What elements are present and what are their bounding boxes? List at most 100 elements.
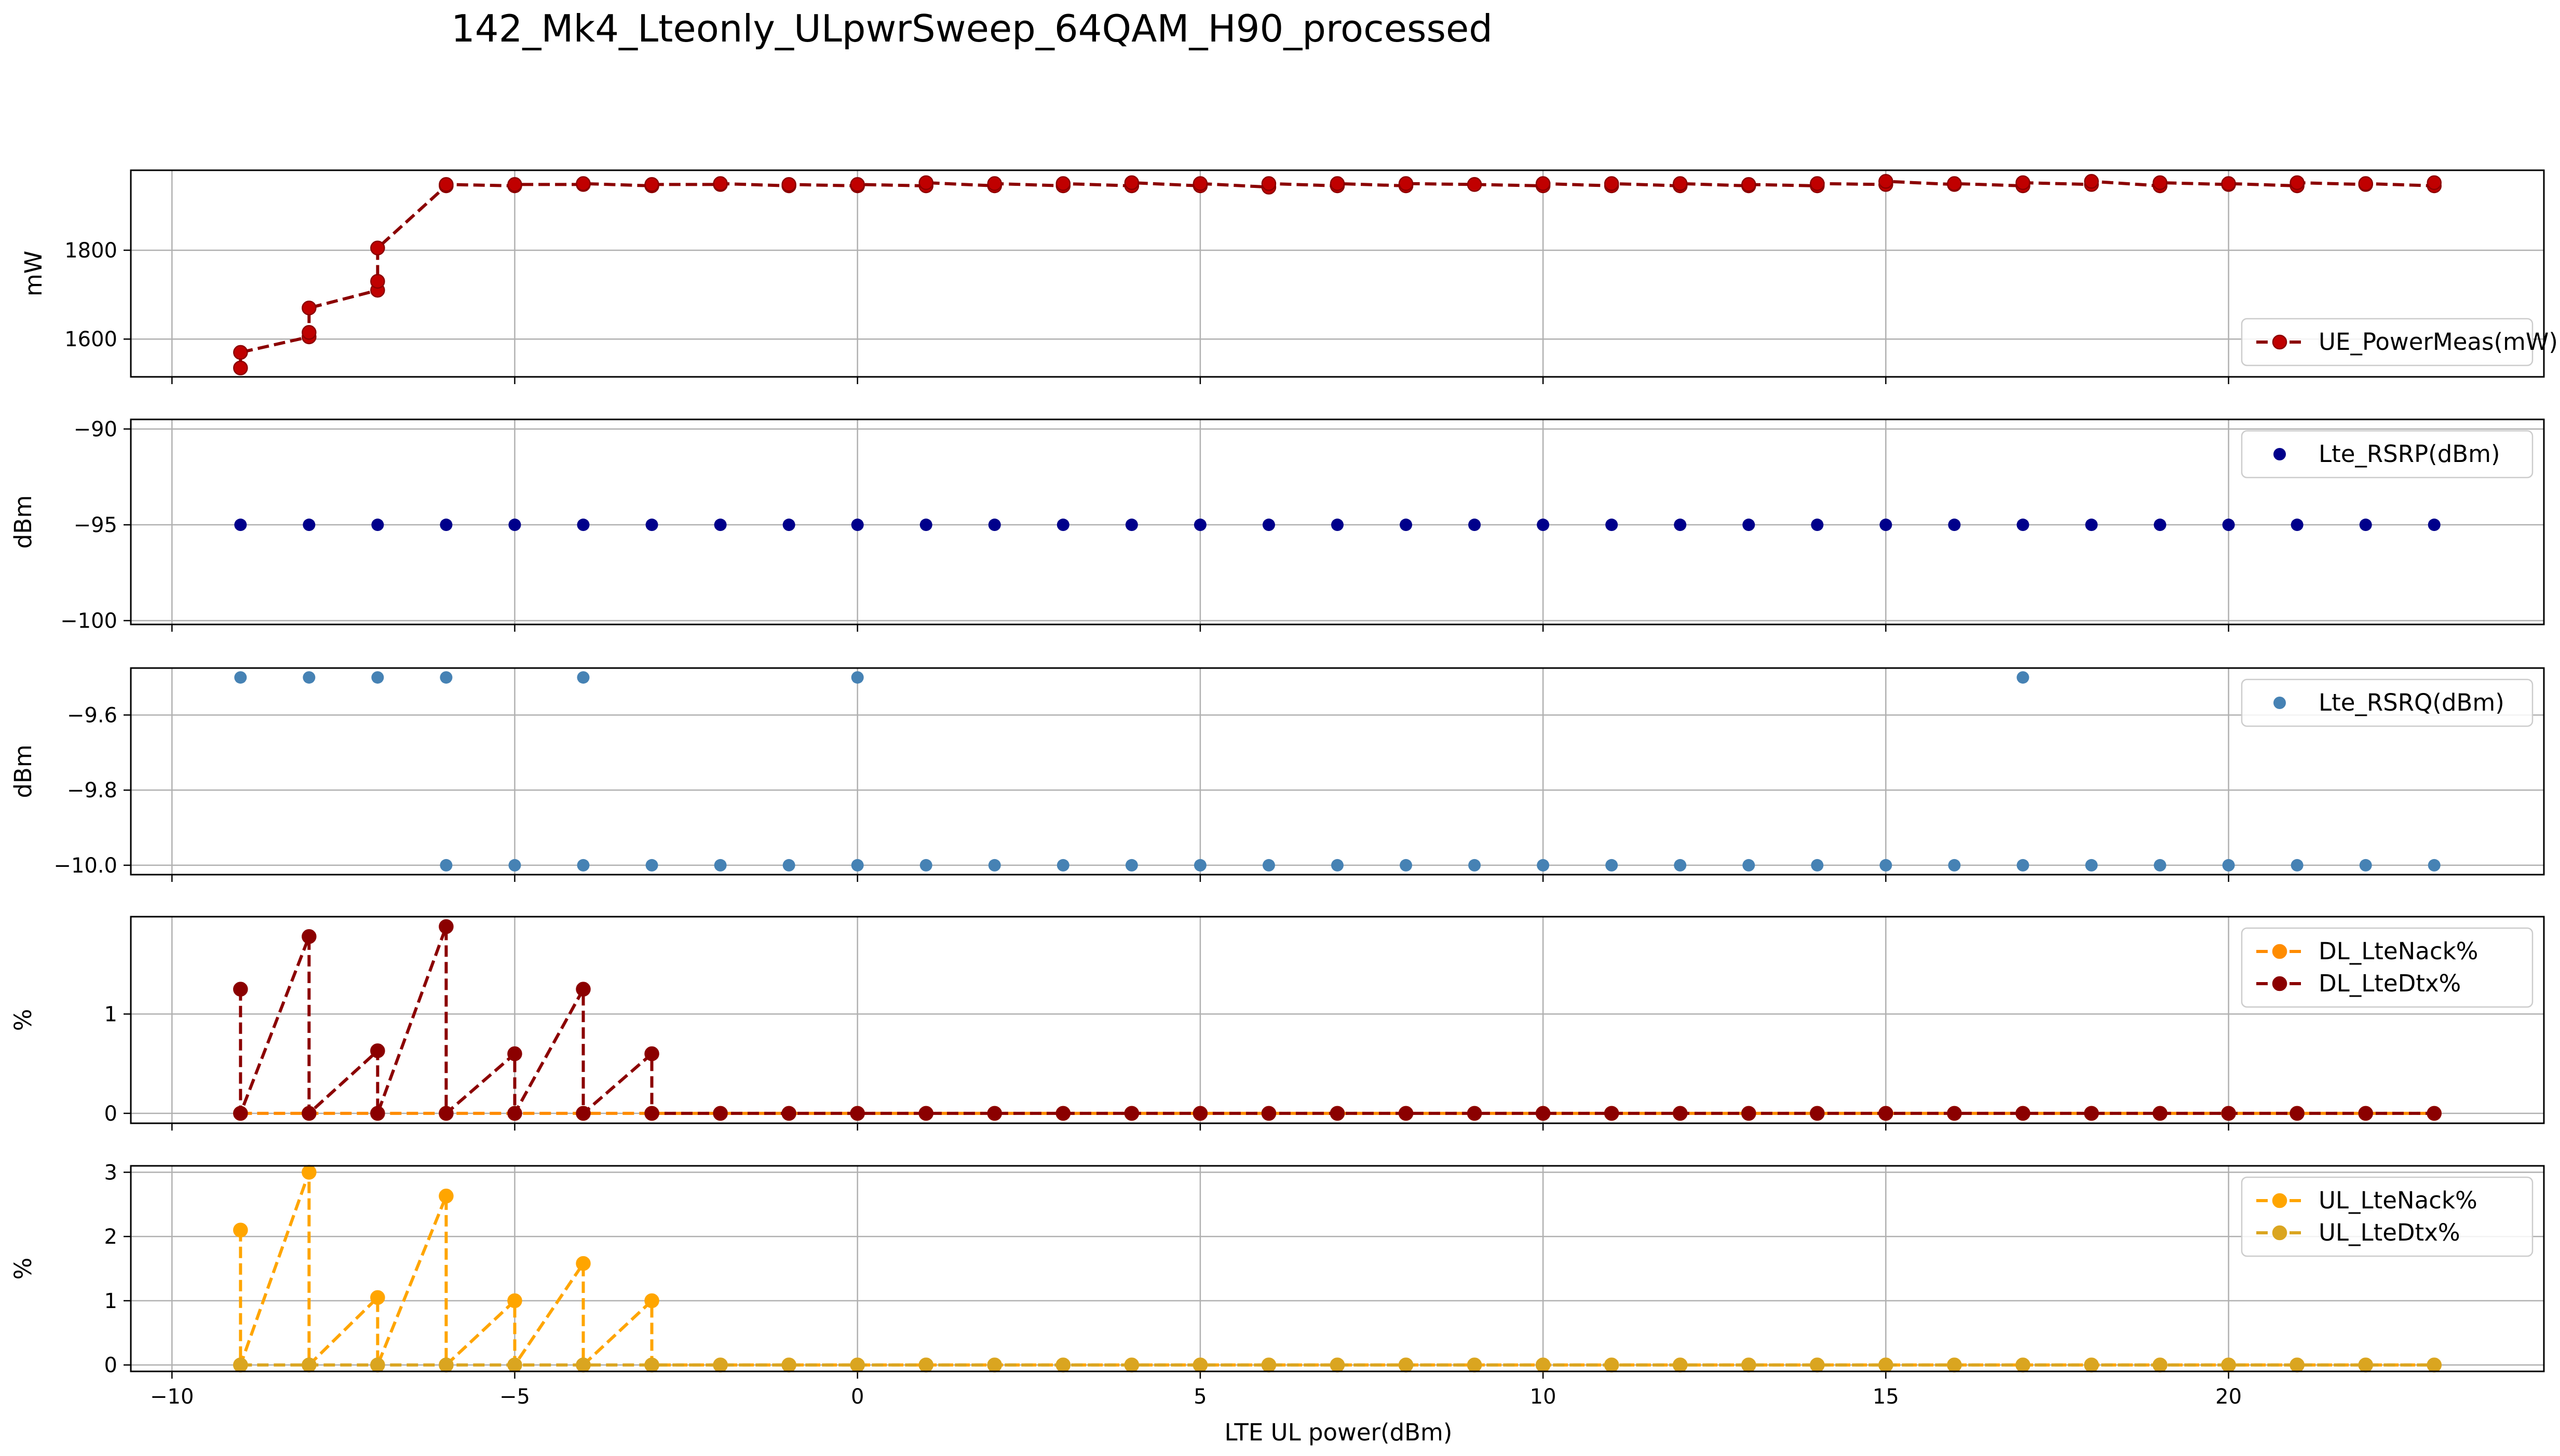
data-point (577, 859, 590, 872)
data-point (2358, 176, 2373, 191)
data-point (1124, 1106, 1140, 1121)
data-point (1537, 519, 1550, 532)
data-point (918, 1106, 933, 1121)
data-point (918, 175, 933, 190)
data-point (508, 859, 521, 872)
legend-marker (2272, 976, 2287, 991)
data-point (1742, 859, 1755, 872)
plot-area (234, 671, 2441, 872)
data-point (507, 1106, 522, 1121)
x-tick-label: 10 (1530, 1385, 1556, 1409)
data-point (1947, 176, 1962, 191)
data-point (1193, 176, 1208, 191)
data-point (782, 519, 795, 532)
data-point (1467, 1357, 1482, 1372)
data-point (1948, 519, 1961, 532)
y-tick-label: −90 (74, 417, 117, 441)
legend-marker (2273, 448, 2286, 460)
data-point (370, 240, 385, 256)
data-point (1674, 859, 1687, 872)
data-point (2015, 175, 2030, 190)
y-tick-label: 0 (104, 1102, 117, 1126)
data-point (233, 1222, 248, 1237)
data-point (302, 301, 317, 316)
y-tick-label: −9.8 (67, 779, 117, 802)
data-point (1672, 176, 1688, 191)
data-point (2428, 519, 2441, 532)
data-point (2427, 175, 2442, 190)
data-point (644, 1106, 659, 1121)
data-point (1672, 1106, 1688, 1121)
data-point (2221, 176, 2236, 191)
data-point (2291, 519, 2304, 532)
data-point (1810, 176, 1825, 191)
series-line (239, 926, 2434, 1117)
x-tick-label: 20 (2215, 1385, 2242, 1409)
data-point (988, 859, 1001, 872)
x-tick-label: −5 (499, 1385, 530, 1409)
data-point (302, 1357, 317, 1372)
y-tick-label: −9.6 (67, 703, 117, 727)
data-point (2085, 519, 2098, 532)
data-point (302, 1106, 317, 1121)
data-point (1468, 519, 1481, 532)
legend: Lte_RSRP(dBm) (2241, 430, 2534, 479)
data-point (440, 519, 453, 532)
x-tick-label: 15 (1873, 1385, 1899, 1409)
data-point (2291, 859, 2304, 872)
data-point (1947, 1106, 1962, 1121)
x-axis-label: LTE UL power(dBm) (1225, 1419, 1453, 1446)
data-point (1811, 519, 1824, 532)
data-point (713, 1106, 728, 1121)
axes-frame (130, 418, 2545, 625)
x-tick-label: 5 (1194, 1385, 1207, 1409)
legend-label: DL_LteNack% (2319, 937, 2478, 965)
plot-area (234, 519, 2441, 532)
data-point (1604, 1106, 1619, 1121)
data-point (233, 360, 248, 376)
data-point (440, 671, 453, 684)
data-point (918, 1357, 933, 1372)
data-point (1672, 1357, 1688, 1372)
data-point (234, 519, 247, 532)
data-point (1605, 859, 1618, 872)
figure-title: 142_Mk4_Lteonly_ULpwrSweep_64QAM_H90_pro… (451, 7, 1493, 50)
subplots: 16001800mWUE_PowerMeas(mW)−100−95−90dBmL… (9, 169, 2558, 1409)
data-point (1056, 859, 1069, 872)
data-point (2290, 1357, 2305, 1372)
data-point (2358, 1357, 2373, 1372)
data-point (713, 1357, 728, 1372)
data-point (370, 1106, 385, 1121)
data-point (645, 519, 658, 532)
data-point (1400, 519, 1413, 532)
data-point (2153, 519, 2166, 532)
data-point (714, 859, 727, 872)
data-point (1193, 1357, 1208, 1372)
y-tick-label: 2 (104, 1225, 117, 1249)
legend-label: UL_LteDtx% (2319, 1219, 2460, 1246)
data-point (576, 982, 591, 997)
data-point (576, 1256, 591, 1271)
data-point (987, 176, 1003, 191)
data-point (2015, 1357, 2030, 1372)
data-point (1468, 859, 1481, 872)
data-point (1879, 519, 1892, 532)
data-point (439, 1106, 454, 1121)
data-point (2290, 1106, 2305, 1121)
data-point (2427, 1357, 2442, 1372)
data-point (507, 1046, 522, 1062)
data-point (1741, 1357, 1756, 1372)
data-point (2084, 1106, 2099, 1121)
legend-marker (2272, 944, 2287, 959)
series-line (239, 180, 2436, 368)
data-point (1878, 174, 1893, 189)
data-point (1261, 1106, 1277, 1121)
data-point (644, 1293, 659, 1309)
legend-label: UL_LteNack% (2319, 1187, 2477, 1214)
data-point (303, 519, 316, 532)
data-point (1810, 1357, 1825, 1372)
data-point (2084, 174, 2099, 189)
legend-label: DL_LteDtx% (2319, 970, 2461, 997)
data-point (2084, 1357, 2099, 1372)
